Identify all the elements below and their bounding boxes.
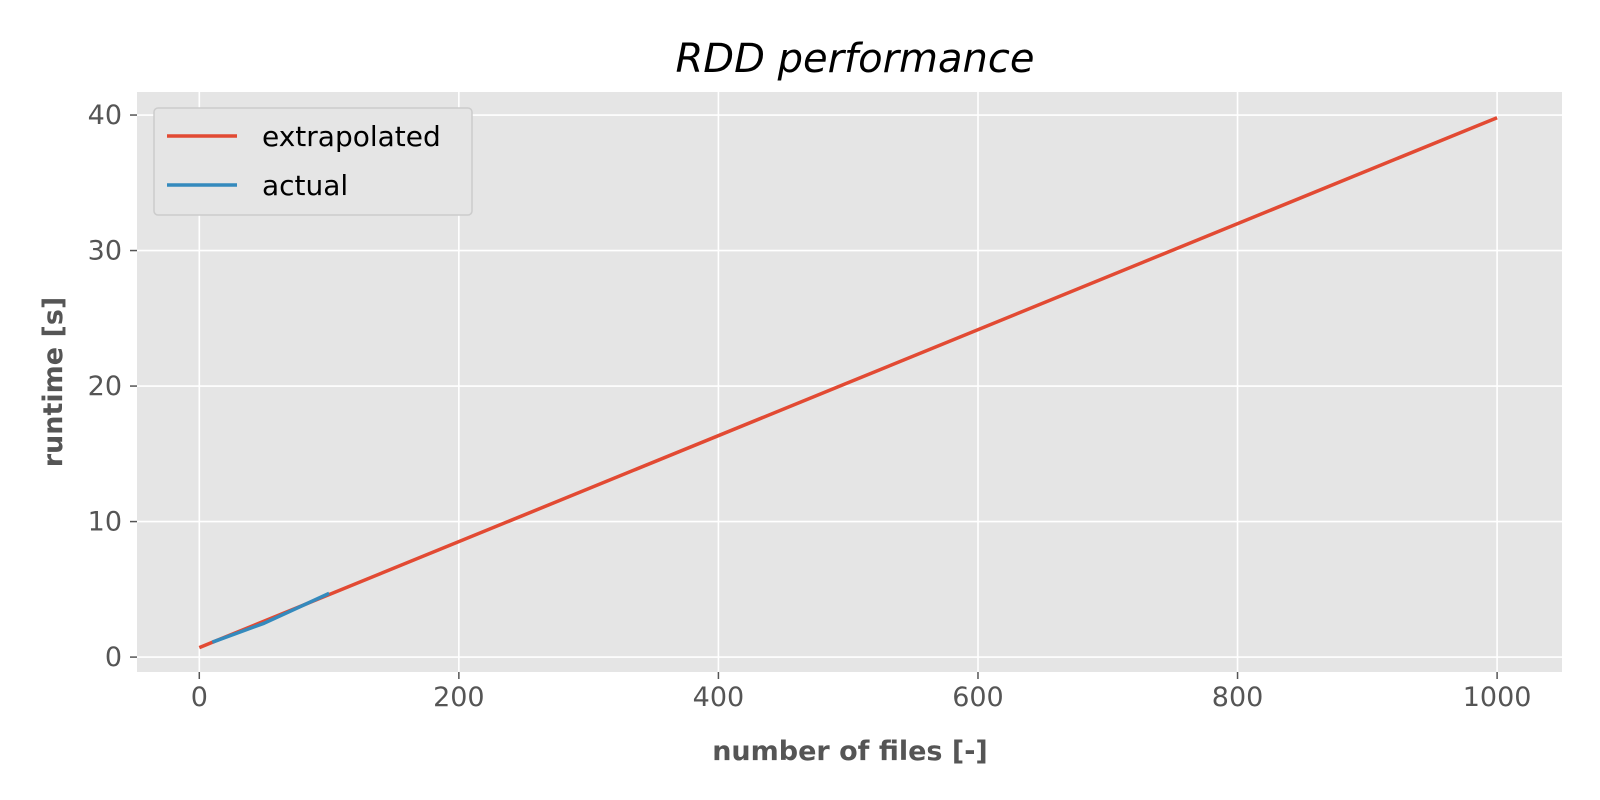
x-tick-label: 600	[952, 682, 1004, 713]
x-tick-label: 1000	[1463, 682, 1532, 713]
legend-label-extrapolated: extrapolated	[262, 120, 441, 153]
legend-label-actual: actual	[262, 169, 348, 202]
x-axis-label: number of files [-]	[712, 736, 988, 767]
y-tick-label: 20	[88, 371, 122, 402]
y-tick-label: 40	[88, 100, 122, 131]
series-lines	[198, 116, 1498, 650]
x-tick-label: 200	[433, 682, 485, 713]
axis-ticks: 0 200 400 600 800 1000 0 10 20 30 40	[88, 100, 1532, 713]
x-tick-label: 0	[191, 682, 208, 713]
legend: extrapolated actual	[153, 107, 473, 216]
series-line-actual	[211, 591, 330, 644]
x-tick-label: 400	[693, 682, 745, 713]
y-axis-label: runtime [s]	[38, 297, 69, 468]
y-tick-label: 0	[105, 642, 122, 673]
series-line-extrapolated	[198, 116, 1498, 650]
x-tick-label: 800	[1212, 682, 1264, 713]
y-tick-label: 30	[88, 236, 122, 267]
chart-title: RDD performance	[676, 36, 1035, 82]
y-tick-label: 10	[88, 507, 122, 538]
